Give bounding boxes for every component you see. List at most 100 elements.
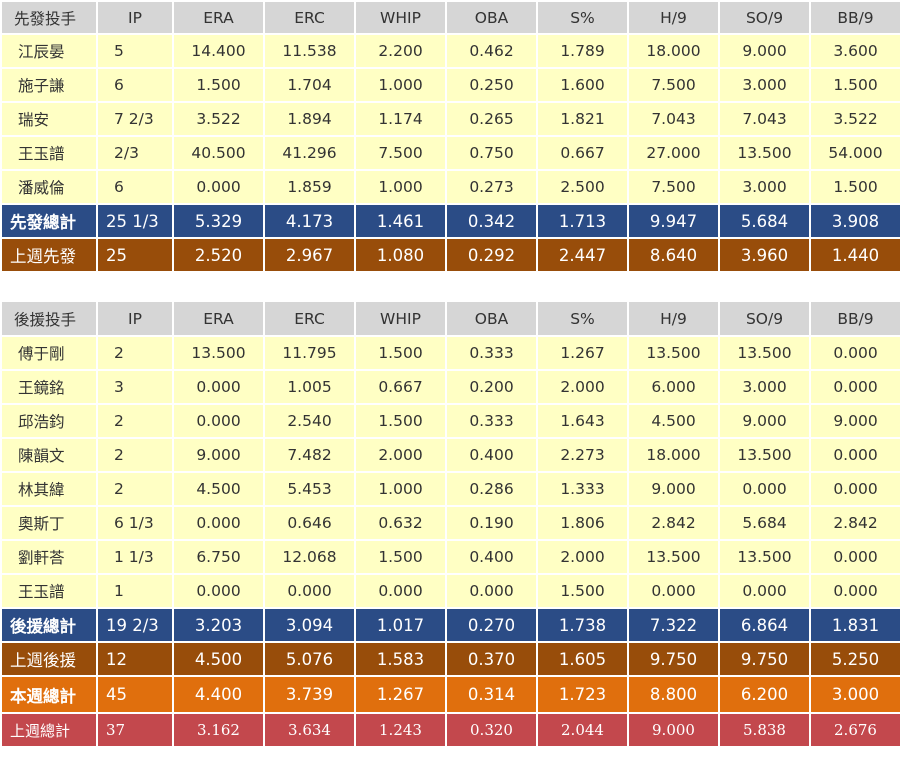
stat-cell-s: 1.789: [536, 33, 629, 69]
stat-cell-ip: 3: [96, 369, 174, 405]
column-header: H/9: [627, 300, 720, 337]
stat-cell-bb9: 1.500: [809, 169, 900, 205]
pitcher-name: 林其緯: [0, 471, 98, 507]
table-row: 劉軒荅 1 1/3 6.750 12.068 1.500 0.400 2.000 13.500…: [0, 539, 900, 575]
pitcher-name: 先發總計: [0, 203, 98, 239]
pitcher-name: 後援總計: [0, 607, 98, 643]
stat-cell-oba: 0.400: [445, 539, 538, 575]
stat-cell-so9: 13.500: [718, 437, 811, 473]
column-header-pitcher: 先發投手: [0, 0, 98, 35]
stat-cell-erc: 1.005: [263, 369, 356, 405]
stat-cell-ip: 1 1/3: [96, 539, 174, 575]
stat-cell-era: 40.500: [172, 135, 265, 171]
stat-cell-bb9: 2.842: [809, 505, 900, 541]
stat-cell-era: 4.500: [172, 471, 265, 507]
stat-cell-erc: 1.704: [263, 67, 356, 103]
column-header: OBA: [445, 0, 538, 35]
stat-cell-h9: 8.640: [627, 237, 720, 273]
stat-cell-ip: 2/3: [96, 135, 174, 171]
relievers-table: 後援投手 IP ERA ERC WHIP OBA S% H/9 SO/9 BB/9 傅于剛 2 13.…: [0, 300, 900, 748]
stat-cell-so9: 5.684: [718, 505, 811, 541]
stat-cell-so9: 13.500: [718, 135, 811, 171]
stat-cell-whip: 0.667: [354, 369, 447, 405]
stat-cell-so9: 3.960: [718, 237, 811, 273]
stat-cell-oba: 0.190: [445, 505, 538, 541]
stat-cell-whip: 1.500: [354, 539, 447, 575]
stat-cell-s: 2.447: [536, 237, 629, 273]
column-header: IP: [96, 0, 174, 35]
stat-cell-erc: 7.482: [263, 437, 356, 473]
table-row: 王玉譜 1 0.000 0.000 0.000 0.000 1.500 0.000 0.000 0…: [0, 573, 900, 609]
stat-cell-era: 0.000: [172, 403, 265, 439]
stat-cell-so9: 13.500: [718, 539, 811, 575]
stat-cell-era: 0.000: [172, 169, 265, 205]
stat-cell-bb9: 1.500: [809, 67, 900, 103]
stat-cell-ip: 1: [96, 573, 174, 609]
stat-cell-era: 2.520: [172, 237, 265, 273]
stat-cell-whip: 1.500: [354, 335, 447, 371]
stat-cell-h9: 7.322: [627, 607, 720, 643]
stat-cell-h9: 4.500: [627, 403, 720, 439]
totals-row: 先發總計 25 1/3 5.329 4.173 1.461 0.342 1.713 9.947…: [0, 203, 900, 239]
stat-cell-oba: 0.750: [445, 135, 538, 171]
stat-cell-h9: 8.800: [627, 675, 720, 714]
stat-cell-whip: 1.017: [354, 607, 447, 643]
stat-cell-oba: 0.320: [445, 712, 538, 748]
column-header: OBA: [445, 300, 538, 337]
stat-cell-s: 1.500: [536, 573, 629, 609]
stat-cell-era: 3.162: [172, 712, 265, 748]
table-row: 邱浩鈞 2 0.000 2.540 1.500 0.333 1.643 4.500 9.000 9…: [0, 403, 900, 439]
stat-cell-bb9: 5.250: [809, 641, 900, 677]
stat-cell-ip: 5: [96, 33, 174, 69]
stat-cell-erc: 12.068: [263, 539, 356, 575]
stat-cell-so9: 0.000: [718, 471, 811, 507]
stat-cell-s: 1.267: [536, 335, 629, 371]
stat-cell-h9: 13.500: [627, 335, 720, 371]
stat-cell-era: 4.500: [172, 641, 265, 677]
stat-cell-oba: 0.200: [445, 369, 538, 405]
stat-cell-erc: 2.540: [263, 403, 356, 439]
stat-cell-h9: 7.500: [627, 67, 720, 103]
stat-cell-erc: 0.000: [263, 573, 356, 609]
column-header: S%: [536, 300, 629, 337]
stat-cell-era: 0.000: [172, 573, 265, 609]
stat-cell-s: 1.738: [536, 607, 629, 643]
stat-cell-ip: 45: [96, 675, 174, 714]
stat-cell-erc: 5.076: [263, 641, 356, 677]
stat-cell-h9: 2.842: [627, 505, 720, 541]
starters-table: 先發投手 IP ERA ERC WHIP OBA S% H/9 SO/9 BB/9 江辰晏 5 14.…: [0, 0, 900, 273]
stat-cell-bb9: 3.522: [809, 101, 900, 137]
table-row: 王鏡銘 3 0.000 1.005 0.667 0.200 2.000 6.000 3.000 0…: [0, 369, 900, 405]
stat-cell-oba: 0.250: [445, 67, 538, 103]
pitcher-name: 上週總計: [0, 712, 98, 748]
stat-cell-bb9: 0.000: [809, 437, 900, 473]
pitcher-name: 王玉譜: [0, 135, 98, 171]
stat-cell-s: 2.044: [536, 712, 629, 748]
stat-cell-whip: 1.080: [354, 237, 447, 273]
stat-cell-so9: 3.000: [718, 369, 811, 405]
stat-cell-erc: 2.967: [263, 237, 356, 273]
stat-cell-h9: 9.947: [627, 203, 720, 239]
stat-cell-h9: 7.500: [627, 169, 720, 205]
stat-cell-oba: 0.286: [445, 471, 538, 507]
totals-row: 上週先發 25 2.520 2.967 1.080 0.292 2.447 8.640 3.96…: [0, 237, 900, 273]
column-header: ERC: [263, 300, 356, 337]
pitcher-name: 本週總計: [0, 675, 98, 714]
stat-cell-erc: 0.646: [263, 505, 356, 541]
stat-cell-so9: 3.000: [718, 67, 811, 103]
stat-cell-oba: 0.333: [445, 335, 538, 371]
totals-row: 上週後援 12 4.500 5.076 1.583 0.370 1.605 9.750 9.75…: [0, 641, 900, 677]
column-header: ERA: [172, 0, 265, 35]
stat-cell-era: 4.400: [172, 675, 265, 714]
table-row: 王玉譜 2/3 40.500 41.296 7.500 0.750 0.667 27.000 1…: [0, 135, 900, 171]
stat-cell-so9: 3.000: [718, 169, 811, 205]
stat-cell-so9: 5.684: [718, 203, 811, 239]
stat-cell-s: 2.273: [536, 437, 629, 473]
stat-cell-ip: 37: [96, 712, 174, 748]
stat-cell-era: 5.329: [172, 203, 265, 239]
stat-cell-whip: 1.174: [354, 101, 447, 137]
stat-cell-era: 14.400: [172, 33, 265, 69]
stat-cell-so9: 9.000: [718, 403, 811, 439]
pitcher-name: 陳韻文: [0, 437, 98, 473]
table-row: 陳韻文 2 9.000 7.482 2.000 0.400 2.273 18.000 13.50…: [0, 437, 900, 473]
